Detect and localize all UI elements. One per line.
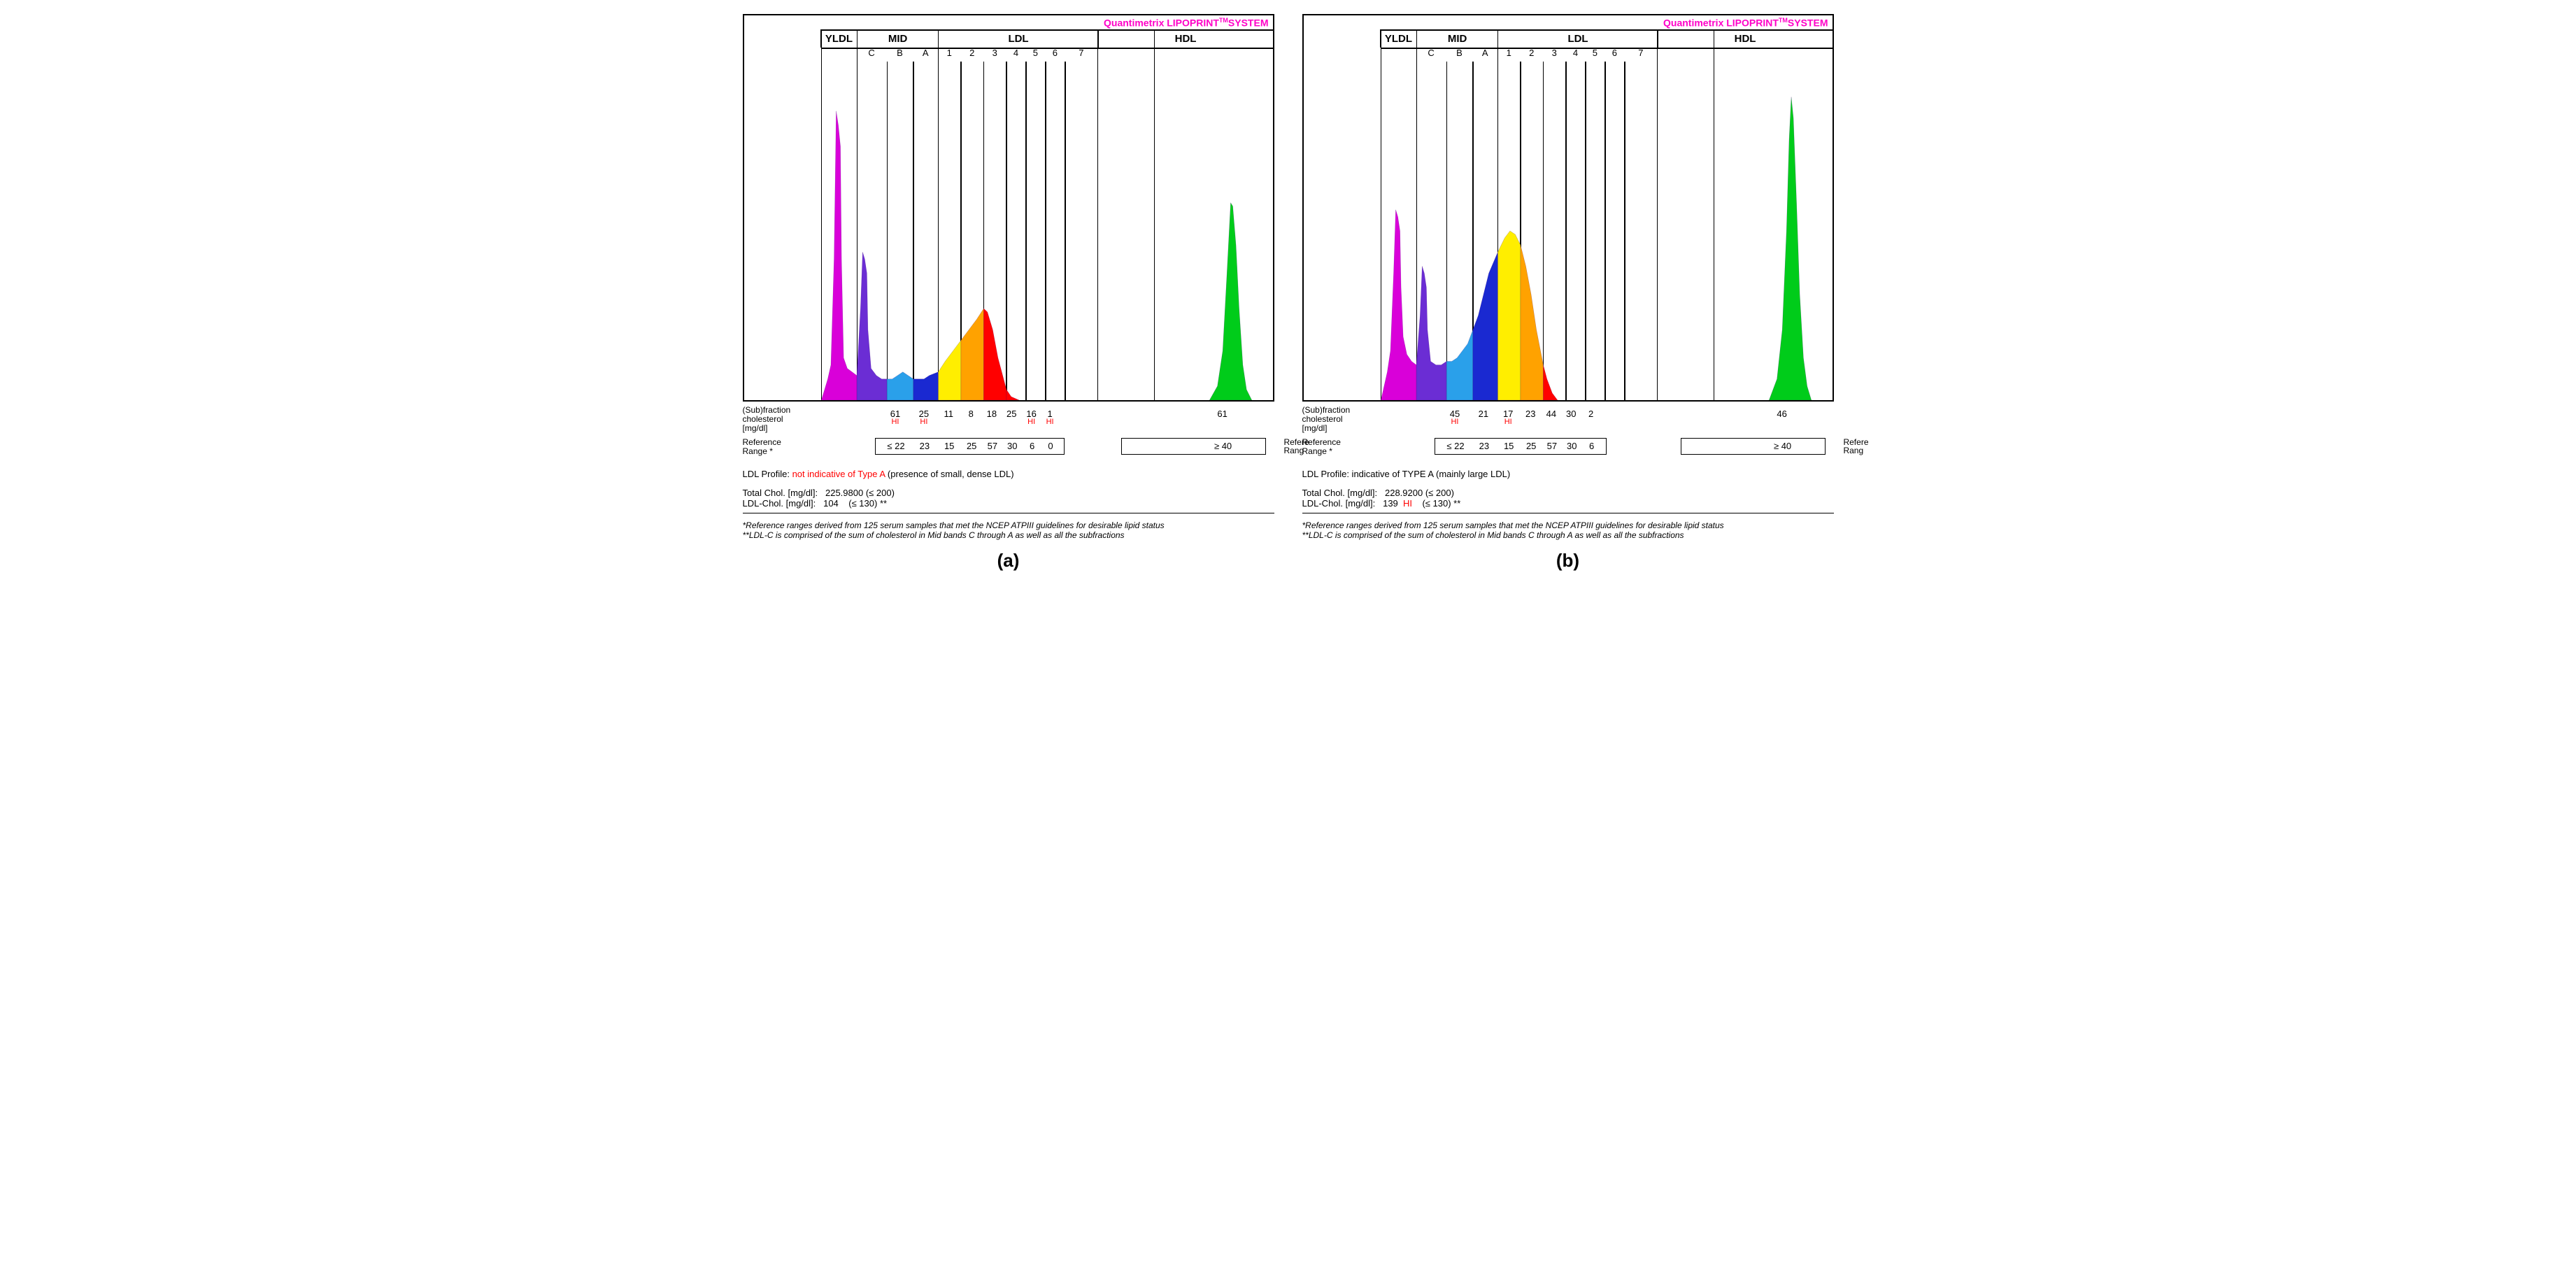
value-cell: 1HI — [1046, 409, 1054, 426]
data-section: (Sub)fraction cholesterol [mg/dl] 45HI 21 1… — [1302, 406, 1834, 540]
panel-a: Quantimetrix LIPOPRINTTMSYSTEMYLDLMIDLDL… — [743, 14, 1274, 572]
value-cell: 61 — [1217, 409, 1227, 418]
value-cell: 17HI — [1503, 409, 1513, 426]
value-cell: 8 — [969, 409, 974, 418]
subfraction-label: (Sub)fraction cholesterol [mg/dl] — [743, 406, 813, 434]
chart-frame: Quantimetrix LIPOPRINTTMSYSTEMYLDLMIDLDL… — [743, 14, 1274, 402]
value-cell: 21 — [1479, 409, 1488, 418]
footnotes: *Reference ranges derived from 125 serum… — [1302, 520, 1834, 540]
group-header-mid: MID — [858, 29, 939, 48]
value-cell: 30 — [1566, 409, 1576, 418]
group-headers: YLDLMIDLDLHDL — [744, 29, 1273, 48]
group-header-hdl: HDL — [1658, 29, 1833, 48]
chart-frame: Quantimetrix LIPOPRINTTMSYSTEMYLDLMIDLDL… — [1302, 14, 1834, 402]
plot-area — [744, 48, 1273, 400]
value-cell: 45HI — [1450, 409, 1460, 426]
value-cell: 44 — [1546, 409, 1556, 418]
plot-area — [1304, 48, 1833, 400]
footnotes: *Reference ranges derived from 125 serum… — [743, 520, 1274, 540]
value-cell: 2 — [1588, 409, 1593, 418]
value-cell: 23 — [1525, 409, 1535, 418]
value-cell: 11 — [944, 409, 953, 418]
group-headers: YLDLMIDLDLHDL — [1304, 29, 1833, 48]
totals: Total Chol. [mg/dl]: 225.9800 (≤ 200)LDL… — [743, 488, 1274, 509]
group-header-yldl: YLDL — [821, 29, 857, 48]
value-cell: 25 — [1006, 409, 1016, 418]
refrange-right-label: Refere Rang — [1283, 438, 1309, 455]
lipoprint-curve — [744, 48, 1273, 400]
value-cell: 46 — [1777, 409, 1786, 418]
group-header-ldl: LDL — [939, 29, 1098, 48]
value-cell: 18 — [987, 409, 997, 418]
panel-label: (a) — [743, 550, 1274, 572]
group-header-ldl: LDL — [1498, 29, 1658, 48]
value-cell: 16HI — [1026, 409, 1036, 426]
ldl-profile-line: LDL Profile: indicative of TYPE A (mainl… — [1302, 469, 1834, 479]
value-cell: 61HI — [890, 409, 900, 426]
group-header-yldl: YLDL — [1381, 29, 1416, 48]
totals: Total Chol. [mg/dl]: 228.9200 (≤ 200)LDL… — [1302, 488, 1834, 509]
group-header-mid: MID — [1417, 29, 1499, 48]
panel-label: (b) — [1302, 550, 1834, 572]
brand-label: Quantimetrix LIPOPRINTTMSYSTEM — [1663, 17, 1828, 29]
refrange-right-label: Refere Rang — [1843, 438, 1868, 455]
panel-b: Quantimetrix LIPOPRINTTMSYSTEMYLDLMIDLDL… — [1302, 14, 1834, 572]
data-section: (Sub)fraction cholesterol [mg/dl] 61HI 25H… — [743, 406, 1274, 540]
subfraction-label: (Sub)fraction cholesterol [mg/dl] — [1302, 406, 1372, 434]
refrange-label: Reference Range * — [743, 438, 813, 456]
group-header-hdl: HDL — [1099, 29, 1273, 48]
lipoprint-curve — [1304, 48, 1833, 400]
brand-label: Quantimetrix LIPOPRINTTMSYSTEM — [1104, 17, 1269, 29]
refrange-label: Reference Range * — [1302, 438, 1372, 456]
value-cell: 25HI — [919, 409, 929, 426]
ldl-profile-line: LDL Profile: not indicative of Type A (p… — [743, 469, 1274, 479]
